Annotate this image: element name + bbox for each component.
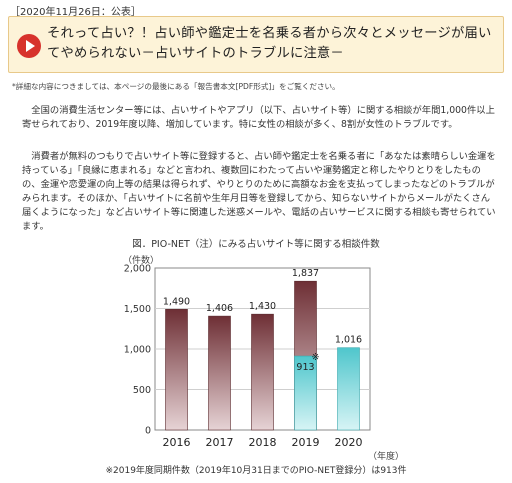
bar-2017 <box>208 315 231 431</box>
data-label: 1,430 <box>249 301 276 312</box>
chart-title: 図．PIO-NET（注）にみる占いサイト等に関する相談件数 <box>132 239 380 250</box>
data-label: 1,490 <box>163 296 190 307</box>
bar-2016 <box>165 309 188 431</box>
x-tick-label: 2017 <box>206 436 234 449</box>
chart-footnote: ※2019年度同期件数（2019年10月31日までのPIO-NET登録分）は91… <box>105 466 407 476</box>
x-tick-label: 2020 <box>335 436 363 449</box>
paragraph-summary: 全国の消費生活センター等には、占いサイトやアプリ（以下、占いサイト等）に関する相… <box>22 105 495 130</box>
bar-2018 <box>251 313 274 431</box>
data-label: 1,837 <box>292 268 319 279</box>
y-axis-unit: （件数） <box>123 256 160 266</box>
data-label-sub: 913 <box>296 362 314 373</box>
bar-overlay-2019 <box>294 355 317 431</box>
y-tick-label: 500 <box>133 385 151 396</box>
x-tick-label: 2019 <box>292 436 320 449</box>
headline-box: それって占い？！占い師や鑑定士を名乗る者から次々とメッセージが届いてやめられない… <box>8 16 504 73</box>
play-icon <box>17 34 41 58</box>
x-tick-label: 2016 <box>163 436 191 449</box>
footnote-marker: ※ <box>312 352 320 363</box>
x-axis-unit: （年度） <box>368 452 405 462</box>
publish-date: ［2020年11月26日：公表］ <box>10 7 141 18</box>
data-label: 1,016 <box>335 335 362 346</box>
details-note: *詳細な内容につきましては、本ページの最後にある「報告書本文[PDF形式]」をご… <box>12 82 340 91</box>
y-tick-label: 1,500 <box>124 304 151 315</box>
y-tick-label: 1,000 <box>124 345 151 356</box>
paragraph-details: 消費者が無料のつもりで占いサイト等に登録すると、占い師や鑑定士を名乗る者に「あな… <box>22 151 496 232</box>
y-tick-label: 0 <box>145 426 151 437</box>
headline-title: それって占い？！占い師や鑑定士を名乗る者から次々とメッセージが届いてやめられない… <box>47 26 492 61</box>
bar-2020 <box>337 347 360 431</box>
y-tick-label: 2,000 <box>124 264 151 275</box>
x-tick-label: 2018 <box>249 436 277 449</box>
data-label: 1,406 <box>206 303 233 314</box>
